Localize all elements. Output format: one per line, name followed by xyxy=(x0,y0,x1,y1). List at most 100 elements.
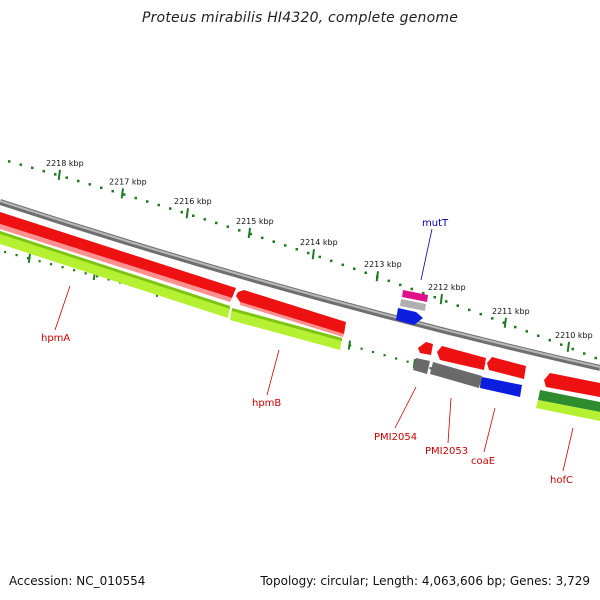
ruler-kbp-label: 2217 kbp xyxy=(109,177,147,186)
ruler-dot xyxy=(387,279,390,283)
ruler-kbp-label: 2216 kbp xyxy=(174,197,212,206)
gene-coae-blue[interactable] xyxy=(480,377,522,397)
gene-hpmb-cds-shadow xyxy=(240,302,344,337)
gene-hofc-red[interactable] xyxy=(544,373,600,397)
ruler-dot xyxy=(525,330,528,333)
ruler-dot xyxy=(330,259,333,263)
ruler-dot xyxy=(180,210,183,214)
gene-label-hofc[interactable]: hofC xyxy=(550,475,573,486)
ruler-dot xyxy=(571,347,574,351)
gene-mutt-grey[interactable] xyxy=(400,299,426,311)
ruler-major-tick xyxy=(247,227,251,239)
inner-ruler-tick xyxy=(347,340,351,350)
inner-ruler-dot xyxy=(4,251,7,254)
ruler-major-tick xyxy=(311,249,315,260)
ruler-dot xyxy=(307,251,310,255)
ruler-dot xyxy=(192,214,195,217)
ruler-major-ticks xyxy=(57,169,570,352)
ruler-dot xyxy=(215,221,218,225)
ruler-dot xyxy=(445,300,448,303)
gene-mutt-magenta[interactable] xyxy=(402,290,428,302)
ruler-dot xyxy=(238,229,241,232)
ruler-dot xyxy=(537,334,540,337)
ruler-dot xyxy=(410,287,413,291)
ruler-major-tick xyxy=(185,208,189,219)
inner-ruler-dot xyxy=(61,266,64,269)
accession-text: Accession: NC_010554 xyxy=(9,574,146,588)
page-title: Proteus mirabilis HI4320, complete genom… xyxy=(141,10,459,26)
ruler-dot xyxy=(88,183,91,186)
ruler-dot xyxy=(203,218,206,221)
ruler-dot xyxy=(456,304,459,307)
ruler-dot xyxy=(514,325,517,329)
ruler-major-tick xyxy=(120,188,124,199)
gene-pmi2054-red[interactable] xyxy=(418,342,433,355)
ruler-major-tick xyxy=(503,317,507,328)
gene-label-hpma[interactable]: hpmA xyxy=(41,333,70,344)
ruler-dot xyxy=(491,317,494,320)
ruler-dot xyxy=(19,163,22,166)
gene-hpmb-cds[interactable] xyxy=(236,290,346,334)
inner-ruler-dot xyxy=(38,260,41,263)
ruler-dot xyxy=(548,338,551,342)
ruler-dot xyxy=(42,169,45,173)
ruler-dot xyxy=(77,179,80,183)
ruler-dot xyxy=(261,236,264,240)
gene-labels: hpmA hpmB mutT PMI2054 PMI2053 coaE hofC xyxy=(41,218,573,486)
ruler-dot xyxy=(134,196,137,200)
ruler-dot xyxy=(318,255,321,259)
gene-mutt-blue[interactable] xyxy=(396,308,423,325)
ruler-dot xyxy=(65,176,68,179)
ruler-dot xyxy=(157,203,160,207)
inner-ruler-dot xyxy=(15,254,18,257)
gene-hofc-green[interactable] xyxy=(536,400,600,421)
ruler-dot xyxy=(284,244,287,247)
ruler-dot xyxy=(341,263,344,267)
inner-ruler-dot xyxy=(372,350,375,354)
ruler-dot xyxy=(583,352,586,355)
gene-hpmb-gene-edge xyxy=(232,308,342,341)
gene-hpma-gene-edge xyxy=(0,231,230,309)
gene-pmi2053-red[interactable] xyxy=(437,346,486,370)
ruler-dot xyxy=(295,248,298,251)
gene-hpma-cds[interactable] xyxy=(0,212,236,298)
gene-label-pmi2054[interactable]: PMI2054 xyxy=(374,432,417,443)
inner-ruler-dot xyxy=(383,354,386,357)
gene-label-pmi2053[interactable]: PMI2053 xyxy=(425,446,468,457)
ruler-dot xyxy=(169,207,172,210)
gene-pmi2053-grey[interactable] xyxy=(430,362,482,388)
gene-features xyxy=(0,212,600,421)
gene-pmi2054-grey[interactable] xyxy=(413,358,430,374)
inner-ruler-dot xyxy=(395,357,398,360)
ruler-dot xyxy=(433,296,436,299)
ruler-dot xyxy=(479,312,482,316)
inner-ruler-dot xyxy=(73,269,76,272)
ruler-kbp-label: 2215 kbp xyxy=(236,217,274,226)
inner-ruler-dot xyxy=(50,263,53,266)
ruler-dot xyxy=(111,189,114,193)
ruler-dot xyxy=(560,343,563,346)
ruler-dot xyxy=(272,240,275,243)
inner-ruler-tick xyxy=(27,253,31,263)
ruler-kbp-label: 2218 kbp xyxy=(46,159,84,168)
ruler-dot xyxy=(31,166,34,170)
gene-coae-red[interactable] xyxy=(487,357,526,379)
ruler-kbp-label: 2210 kbp xyxy=(555,331,593,340)
ruler-kbp-label: 2214 kbp xyxy=(300,238,338,247)
gene-hofc-darkgreen[interactable] xyxy=(538,390,600,412)
gene-hpma-cds-shadow xyxy=(0,224,232,302)
ruler-kbp-label: 2213 kbp xyxy=(364,260,402,269)
gene-label-hpmb[interactable]: hpmB xyxy=(252,398,281,409)
gene-label-coae[interactable]: coaE xyxy=(471,456,495,467)
ruler-dot xyxy=(249,232,252,236)
gene-label-mutt[interactable]: mutT xyxy=(422,218,449,229)
ruler-dot xyxy=(123,193,126,196)
ruler-kbp-label: 2212 kbp xyxy=(428,283,466,292)
genome-summary-text: Topology: circular; Length: 4,063,606 bp… xyxy=(260,574,590,588)
ruler-dot xyxy=(226,225,229,228)
gene-hpmb-gene[interactable] xyxy=(230,308,342,350)
inner-ruler-dot xyxy=(27,257,30,260)
genome-backbone xyxy=(0,199,600,371)
